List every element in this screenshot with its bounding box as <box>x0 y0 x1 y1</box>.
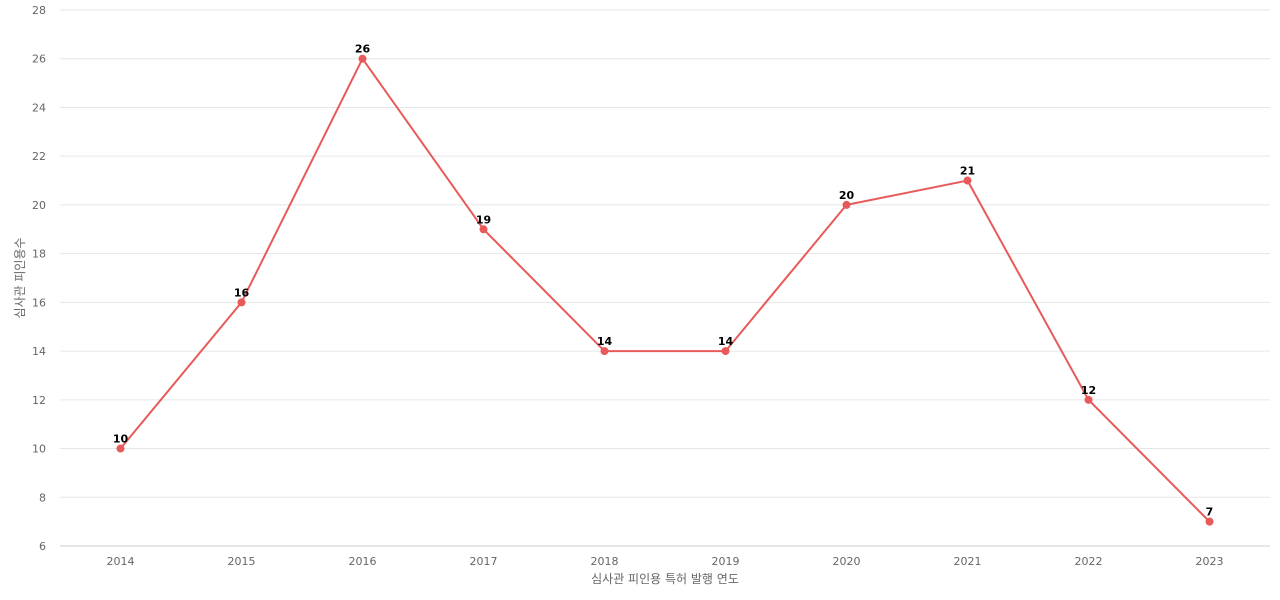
data-point <box>963 176 972 185</box>
x-axis-title: 심사관 피인용 특허 발행 연도 <box>591 571 739 586</box>
x-tick-label: 2023 <box>1196 555 1224 568</box>
data-label: 14 <box>597 335 613 348</box>
y-tick-label: 14 <box>32 345 46 358</box>
y-tick-label: 8 <box>39 491 46 504</box>
data-label: 14 <box>718 335 734 348</box>
x-tick-label: 2022 <box>1075 555 1103 568</box>
x-tick-label: 2016 <box>349 555 377 568</box>
series-layer <box>116 54 1214 526</box>
y-tick-label: 6 <box>39 540 46 553</box>
gridlines <box>60 9 1270 547</box>
x-tick-label: 2014 <box>107 555 135 568</box>
y-tick-label: 16 <box>32 296 46 309</box>
series-line <box>119 57 1211 523</box>
data-label: 7 <box>1206 506 1214 519</box>
data-point <box>1205 517 1214 526</box>
data-label: 16 <box>234 286 250 299</box>
x-tick-label: 2021 <box>954 555 982 568</box>
x-tick-label: 2019 <box>712 555 740 568</box>
data-label: 19 <box>476 213 491 226</box>
data-point <box>842 200 851 209</box>
data-label: 10 <box>113 433 129 446</box>
data-point <box>479 225 488 234</box>
data-point <box>600 347 609 356</box>
data-point <box>721 347 730 356</box>
data-point <box>1084 395 1093 404</box>
y-tick-label: 22 <box>32 150 46 163</box>
x-tick-label: 2017 <box>470 555 498 568</box>
data-label: 20 <box>839 189 855 202</box>
data-point <box>358 54 367 63</box>
data-point <box>237 298 246 307</box>
x-tick-label: 2015 <box>228 555 256 568</box>
y-tick-label: 24 <box>32 101 46 114</box>
data-label: 26 <box>355 43 371 56</box>
x-axis-ticks: 2014 2015 2016 2017 2018 2019 2020 2021 2022 2023 <box>107 555 1224 568</box>
x-tick-label: 2018 <box>591 555 619 568</box>
y-axis-ticks: 6 8 10 12 14 16 18 20 22 24 26 28 <box>32 4 46 553</box>
y-tick-label: 28 <box>32 4 46 17</box>
data-label: 12 <box>1081 384 1096 397</box>
y-tick-label: 12 <box>32 394 46 407</box>
data-point <box>116 444 125 453</box>
data-label: 21 <box>960 165 975 178</box>
data-labels: 10 16 26 19 14 14 20 21 12 7 <box>113 43 1213 519</box>
y-tick-label: 26 <box>32 53 46 66</box>
y-tick-label: 18 <box>32 248 46 261</box>
y-tick-label: 20 <box>32 199 46 212</box>
y-tick-label: 10 <box>32 443 46 456</box>
x-tick-label: 2020 <box>833 555 861 568</box>
y-axis-title: 심사관 피인용수 <box>13 237 27 318</box>
